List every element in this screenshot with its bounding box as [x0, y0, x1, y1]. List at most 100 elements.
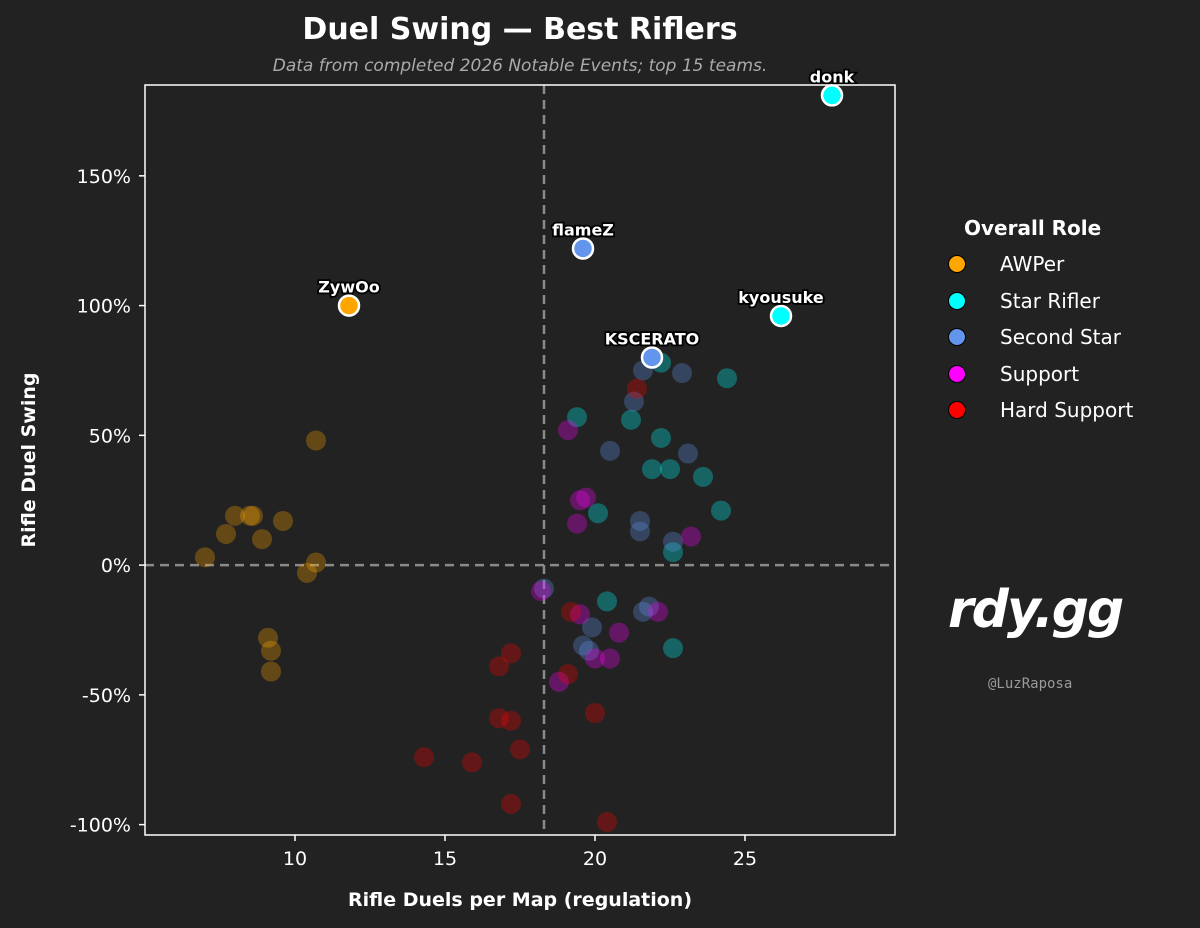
- y-tick-label: 150%: [77, 166, 131, 188]
- data-point-awper-13: [261, 661, 281, 682]
- data-point-awper-6: [243, 505, 263, 526]
- data-point-star-rifler-9: [693, 466, 713, 487]
- legend-entry-awper: AWPer: [944, 246, 1133, 283]
- x-tick-label: 20: [583, 848, 607, 870]
- data-point-star-rifler-5: [621, 409, 641, 430]
- y-tick-label: 50%: [89, 425, 131, 447]
- data-point-hard-support-8: [510, 739, 530, 760]
- y-axis-label: Rifle Duel Swing: [18, 373, 40, 548]
- data-point-star-rifler-8: [660, 459, 680, 480]
- point-label-flamez: flameZ: [552, 220, 614, 239]
- data-point-support-7: [648, 601, 668, 622]
- legend-label-second-star: Second Star: [1000, 325, 1121, 350]
- point-label-donk: donk: [810, 67, 855, 86]
- data-point-second-star-3: [672, 363, 692, 384]
- data-point-donk: [820, 84, 844, 107]
- data-point-star-rifler-14: [663, 638, 683, 659]
- data-point-second-star-9: [663, 531, 683, 552]
- data-point-second-star-15: [534, 578, 554, 599]
- legend-title: Overall Role: [964, 216, 1102, 240]
- data-point-second-star-6: [678, 443, 698, 464]
- y-tick-label: -100%: [70, 815, 131, 837]
- x-tick-label: 25: [733, 848, 757, 870]
- data-point-hard-support-10: [462, 752, 482, 773]
- chart-subtitle: Data from completed 2026 Notable Events;…: [272, 56, 768, 76]
- point-label-kyousuke: kyousuke: [738, 288, 824, 307]
- data-point-second-star-8: [630, 521, 650, 542]
- data-point-hard-support-5: [489, 708, 509, 729]
- reference-lines: [145, 85, 895, 835]
- data-point-second-star-7: [630, 510, 650, 531]
- axes: 10 15 20 25 -100% -50% 0% 50% 100% 150%: [70, 84, 896, 870]
- data-point-awper-1: [306, 430, 326, 451]
- data-point-second-star-13: [573, 635, 593, 656]
- data-point-hard-support-0: [627, 378, 647, 399]
- data-point-hard-support-4: [489, 656, 509, 677]
- y-tick-label: 100%: [77, 296, 131, 318]
- author-handle: @LuzRaposa: [988, 676, 1073, 692]
- data-point-awper-2: [195, 547, 215, 568]
- data-point-star-rifler-2: [717, 368, 737, 389]
- data-point-star-rifler-13: [597, 591, 617, 612]
- y-tick-label: 0%: [101, 555, 131, 577]
- data-point-hard-support-1: [561, 601, 581, 622]
- data-point-support-8: [609, 622, 629, 643]
- data-point-awper-11: [258, 627, 278, 648]
- data-point-second-star-5: [600, 440, 620, 461]
- data-point-second-star-10: [639, 596, 659, 617]
- legend-swatch-hard-support: [948, 401, 966, 420]
- legend-label-support: Support: [1000, 361, 1080, 386]
- data-point-second-star-11: [633, 601, 653, 622]
- data-point-awper-3: [216, 523, 236, 544]
- x-axis-label: Rifle Duels per Map (regulation): [348, 889, 692, 911]
- data-point-support-9: [585, 648, 605, 669]
- brand-logo: rdy.gg: [948, 580, 1124, 640]
- data-point-second-star-14: [579, 640, 599, 661]
- data-point-support-6: [570, 604, 590, 625]
- data-point-support-3: [567, 513, 587, 534]
- data-point-support-1: [570, 490, 590, 511]
- x-tick-label: 10: [283, 848, 307, 870]
- data-point-awper-7: [252, 529, 272, 550]
- legend-swatch-star-rifler: [948, 291, 966, 310]
- data-point-hard-support-12: [597, 812, 617, 833]
- data-point-star-rifler-6: [651, 427, 671, 448]
- legend-entry-star-rifler: Star Rifler: [944, 283, 1133, 320]
- data-point-support-0: [558, 420, 578, 441]
- legend-swatch-support: [948, 364, 966, 383]
- data-point-star-rifler-12: [663, 542, 683, 563]
- legend-entry-second-star: Second Star: [944, 319, 1133, 356]
- data-point-support-11: [549, 671, 569, 692]
- point-labels: ZywOo donk kyousuke flameZ KSCERATO: [317, 66, 857, 351]
- legend-entry-hard-support: Hard Support: [944, 392, 1133, 429]
- plot-frame: [144, 84, 896, 836]
- data-point-star-rifler-11: [711, 500, 731, 521]
- data-point-awper-5: [240, 505, 260, 526]
- y-tick-label: -50%: [82, 685, 131, 707]
- legend-label-hard-support: Hard Support: [1000, 398, 1134, 423]
- data-point-awper-9: [297, 562, 317, 583]
- data-point-hard-support-11: [501, 793, 521, 814]
- data-point-support-4: [681, 526, 701, 547]
- data-point-hard-support-3: [501, 643, 521, 664]
- data-point-flamez: [571, 237, 595, 260]
- legend-label-star-rifler: Star Rifler: [1000, 288, 1100, 313]
- data-point-support-2: [576, 487, 596, 508]
- point-label-zywoo: ZywOo: [318, 278, 379, 297]
- data-point-hard-support-7: [585, 703, 605, 724]
- data-point-star-rifler-10: [588, 503, 608, 524]
- data-point-hard-support-6: [501, 710, 521, 731]
- data-point-second-star-4: [624, 391, 644, 412]
- x-tick-label: 15: [433, 848, 457, 870]
- data-point-second-star-12: [582, 617, 602, 638]
- data-point-awper-8: [273, 510, 293, 531]
- data-point-awper-4: [225, 505, 245, 526]
- chart-title: Duel Swing — Best Riflers: [302, 12, 738, 47]
- legend-swatch-awper: [948, 255, 966, 274]
- data-point-hard-support-9: [414, 747, 434, 768]
- legend-label-awper: AWPer: [1000, 252, 1065, 277]
- data-point-support-10: [600, 648, 620, 669]
- data-point-zywoo: [337, 294, 361, 317]
- data-point-star-rifler-7: [642, 459, 662, 480]
